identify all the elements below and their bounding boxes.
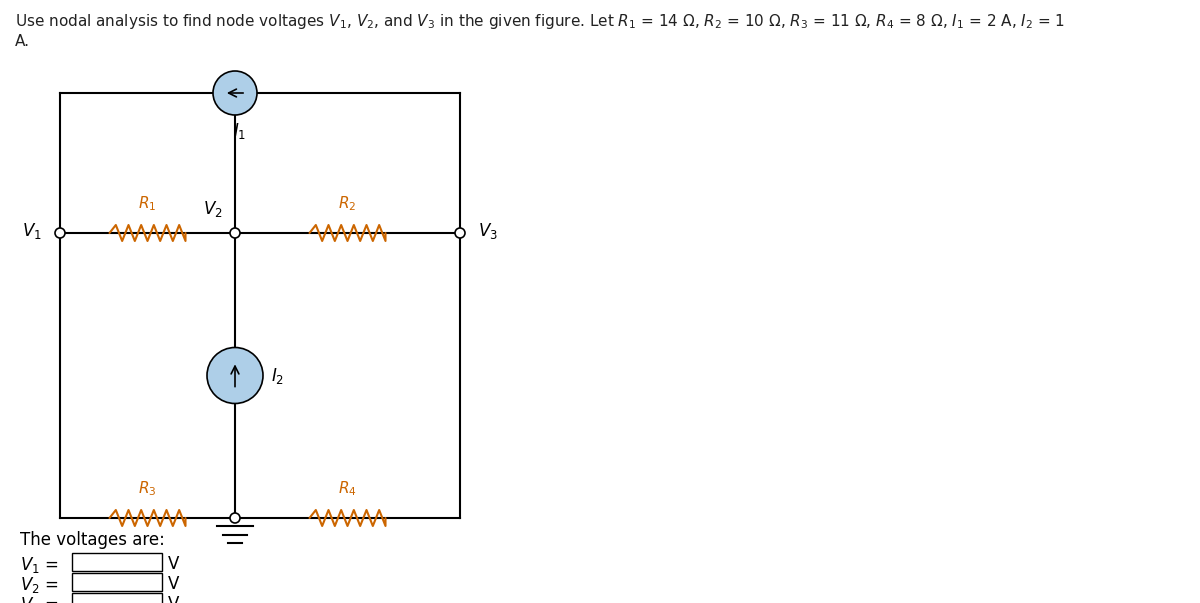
Text: $V_1$ =: $V_1$ = (20, 555, 59, 575)
Text: $V_2$ =: $V_2$ = (20, 575, 59, 595)
Bar (72, 553, 162, 571)
Bar (72, 573, 162, 591)
Circle shape (214, 71, 257, 115)
Circle shape (230, 513, 240, 523)
Text: V: V (168, 555, 179, 573)
Circle shape (230, 228, 240, 238)
Text: $V_1$: $V_1$ (23, 221, 42, 241)
Text: A.: A. (14, 34, 30, 49)
Text: $V_2$: $V_2$ (203, 199, 223, 219)
Text: V: V (168, 595, 179, 603)
Circle shape (55, 228, 65, 238)
Text: Use nodal analysis to find node voltages $V_1$, $V_2$, and $V_3$ in the given fi: Use nodal analysis to find node voltages… (14, 12, 1066, 31)
Circle shape (455, 228, 466, 238)
Text: $R_1$: $R_1$ (138, 194, 157, 213)
Bar (72, 593, 162, 603)
Text: $R_4$: $R_4$ (338, 479, 356, 498)
Text: $V_3$: $V_3$ (478, 221, 498, 241)
Text: $R_2$: $R_2$ (338, 194, 356, 213)
Text: V: V (168, 575, 179, 593)
Text: $I_2$: $I_2$ (271, 365, 284, 385)
Text: The voltages are:: The voltages are: (20, 531, 164, 549)
Text: $I_1$: $I_1$ (233, 121, 247, 141)
Text: $V_3$ =: $V_3$ = (20, 595, 59, 603)
Circle shape (208, 347, 263, 403)
Text: $R_3$: $R_3$ (138, 479, 157, 498)
